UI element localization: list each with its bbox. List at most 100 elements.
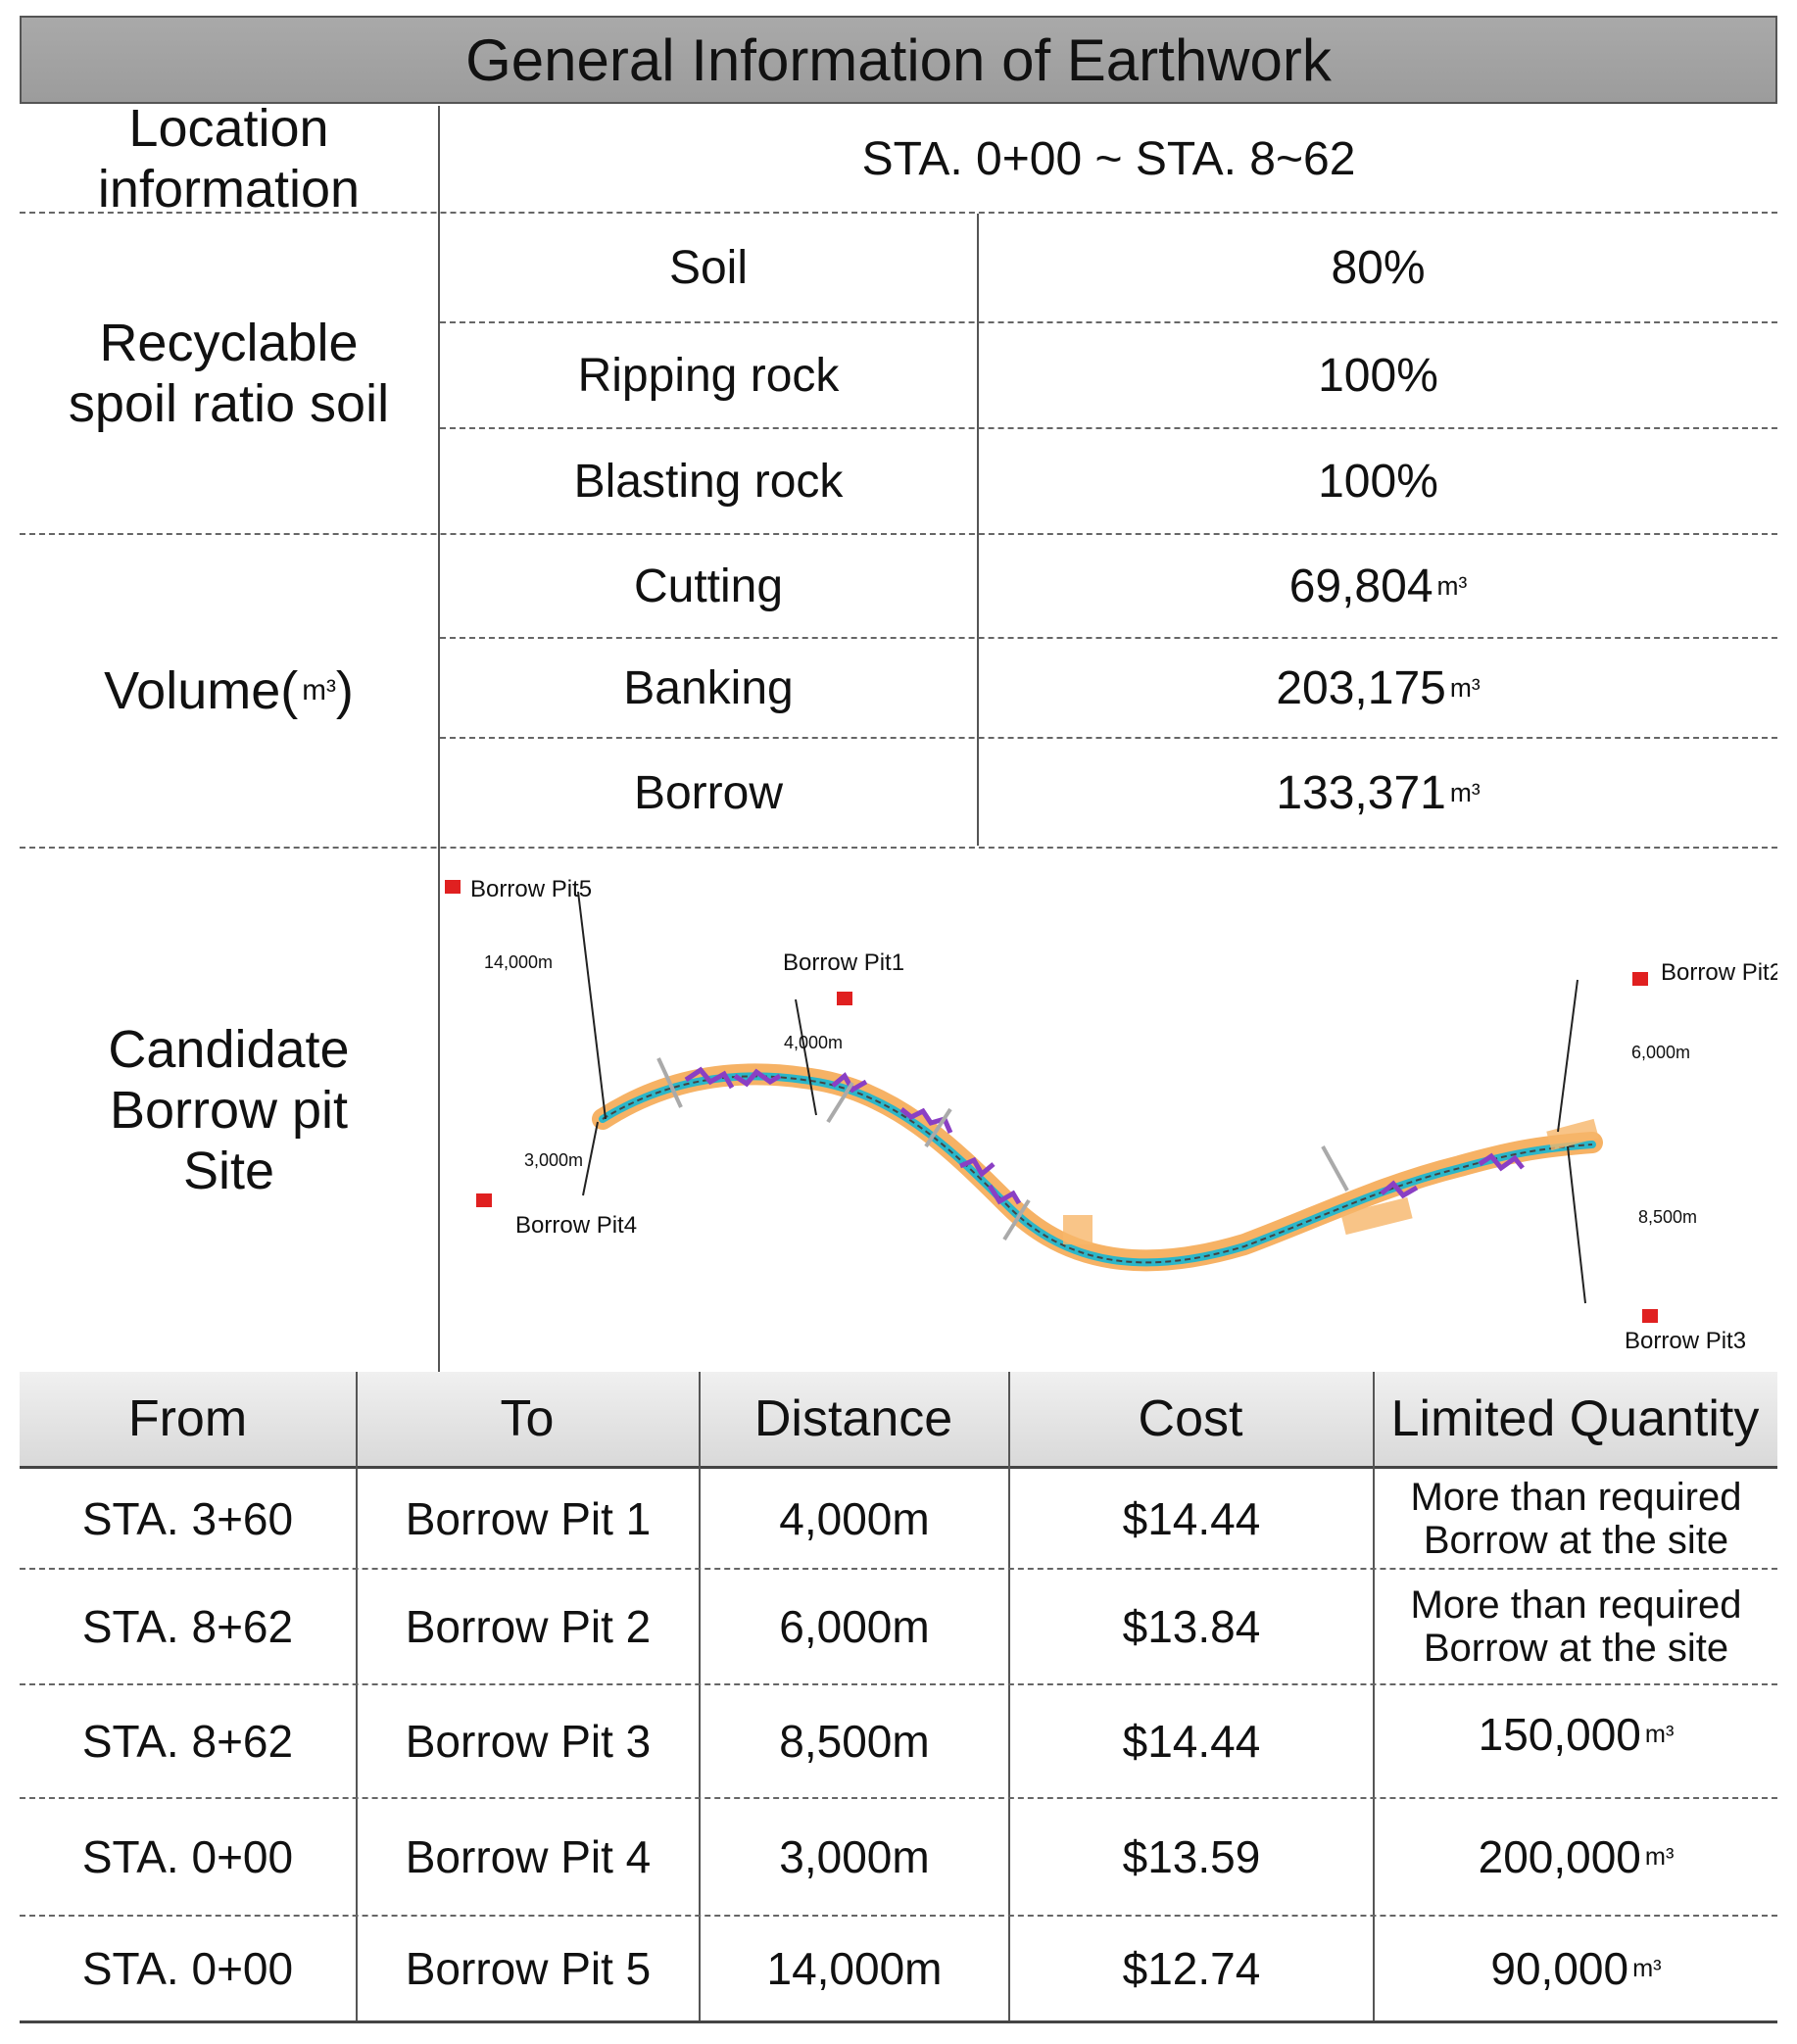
volume-unit: m³: [302, 674, 336, 706]
row5-limited: 90,000 m³: [1375, 1917, 1777, 2020]
pit1-marker: [837, 992, 852, 1005]
table-header: From To Distance Cost Limited Quantity: [20, 1372, 1777, 1469]
soil-value: 80%: [1331, 241, 1426, 294]
route-details: [684, 1066, 1525, 1205]
divider: [20, 212, 1777, 214]
header-limited-quantity: Limited Quantity: [1390, 1390, 1760, 1447]
pit3-leader: [1567, 1145, 1586, 1304]
route-band-cyan: [599, 1072, 1596, 1267]
page-title: General Information of Earthwork: [20, 16, 1777, 104]
pit4-label: Borrow Pit4: [515, 1212, 637, 1239]
pit4-leader: [582, 1121, 599, 1196]
pit2-label: Borrow Pit2: [1661, 959, 1777, 986]
row3-limited-value: 150,000: [1478, 1709, 1641, 1760]
borrow-number: 133,371: [1276, 766, 1446, 819]
soil-label: Soil: [668, 241, 749, 294]
borrow-pit-map: Borrow Pit5 14,000m Borrow Pit1 4,000m B…: [445, 876, 1777, 1354]
table-bottom-border: [20, 2020, 1777, 2023]
row4-from: STA. 0+00: [81, 1831, 294, 1882]
candidate-label-line1: Candidate: [108, 1020, 350, 1079]
row5-limited-value: 90,000: [1490, 1943, 1629, 1994]
ripping-rock-value: 100%: [1318, 349, 1438, 402]
recyclable-label-line1: Recyclable: [99, 314, 359, 372]
candidate-label-line3: Site: [182, 1142, 275, 1200]
row5-distance: 14,000m: [766, 1943, 943, 1994]
cutting-label: Cutting: [633, 560, 784, 612]
divider: [440, 321, 1777, 323]
route-line-dark: [602, 1075, 1593, 1264]
volume-label-text: Volume(: [104, 661, 299, 720]
location-value: STA. 0+00 ~ STA. 8~62: [861, 132, 1356, 185]
divider: [20, 1568, 1777, 1570]
row5-from: STA. 0+00: [81, 1943, 294, 1994]
row3-limited: 150,000 m³: [1375, 1685, 1777, 1783]
pit5-distance: 14,000m: [484, 952, 553, 972]
header-cost: Cost: [1138, 1390, 1243, 1447]
divider: [20, 1915, 1777, 1917]
divider: [440, 737, 1777, 739]
pit5-marker: [445, 880, 461, 894]
divider: [440, 637, 1777, 639]
row4-limited-value: 200,000: [1478, 1831, 1641, 1882]
divider: [20, 1683, 1777, 1685]
divider: [1008, 1372, 1010, 2022]
divider: [20, 533, 1777, 535]
row3-to: Borrow Pit 3: [405, 1716, 652, 1767]
row4-to: Borrow Pit 4: [405, 1831, 652, 1882]
divider: [699, 1372, 701, 2022]
row2-to: Borrow Pit 2: [405, 1601, 652, 1652]
row1-distance: 4,000m: [779, 1493, 930, 1544]
blasting-rock-label: Blasting rock: [573, 455, 844, 508]
row1-from: STA. 3+60: [81, 1493, 294, 1544]
divider: [977, 214, 979, 846]
borrow-value: 133,371 m³: [979, 739, 1777, 847]
recyclable-label: Recyclable spoil ratio soil: [20, 214, 438, 533]
row4-limited-unit: m³: [1644, 1842, 1675, 1871]
volume-label: Volume(m³): [20, 535, 438, 847]
cutting-number: 69,804: [1288, 560, 1433, 612]
row2-limited-line2: Borrow at the site: [1423, 1627, 1729, 1670]
volume-label-close: ): [335, 661, 354, 720]
pit1-label: Borrow Pit1: [783, 949, 904, 976]
station-ticks: [656, 1057, 1349, 1241]
header-from: From: [127, 1390, 248, 1447]
header-to: To: [500, 1390, 555, 1447]
pit1-leader: [795, 998, 817, 1116]
row1-limited-line2: Borrow at the site: [1423, 1519, 1729, 1562]
row3-cost: $14.44: [1122, 1716, 1261, 1767]
header-distance: Distance: [753, 1390, 953, 1447]
pit4-distance: 3,000m: [524, 1150, 583, 1170]
blasting-rock-value: 100%: [1318, 455, 1438, 508]
borrow-unit: m³: [1449, 777, 1481, 807]
candidate-label: Candidate Borrow pit Site: [20, 849, 438, 1372]
pit5-leader: [577, 891, 607, 1120]
pit2-leader: [1557, 979, 1578, 1133]
pit5-label: Borrow Pit5: [470, 876, 592, 902]
pit2-marker: [1632, 972, 1648, 986]
divider: [356, 1372, 358, 2022]
candidate-label-line2: Borrow pit: [109, 1081, 349, 1140]
row1-to: Borrow Pit 1: [405, 1493, 652, 1544]
row1-cost: $14.44: [1122, 1493, 1261, 1544]
row5-to: Borrow Pit 5: [405, 1943, 652, 1994]
pit4-marker: [476, 1193, 492, 1207]
pit3-marker: [1642, 1309, 1658, 1323]
banking-value: 203,175 m³: [979, 639, 1777, 737]
recyclable-label-line2: spoil ratio soil: [68, 374, 390, 433]
row4-limited: 200,000 m³: [1375, 1799, 1777, 1915]
row2-cost: $13.84: [1122, 1601, 1261, 1652]
row3-limited-unit: m³: [1644, 1720, 1675, 1748]
divider: [440, 427, 1777, 429]
ripping-rock-label: Ripping rock: [577, 349, 840, 402]
row4-distance: 3,000m: [779, 1831, 930, 1882]
cutting-value: 69,804 m³: [979, 535, 1777, 637]
divider: [20, 1797, 1777, 1799]
row2-from: STA. 8+62: [81, 1601, 294, 1652]
row1-limited-line1: More than required: [1410, 1476, 1742, 1519]
row1-limited: More than required Borrow at the site: [1375, 1470, 1777, 1568]
row5-limited-unit: m³: [1632, 1954, 1662, 1982]
location-label: Location information: [97, 99, 361, 219]
borrow-label: Borrow: [633, 766, 784, 819]
row4-cost: $13.59: [1122, 1831, 1261, 1882]
